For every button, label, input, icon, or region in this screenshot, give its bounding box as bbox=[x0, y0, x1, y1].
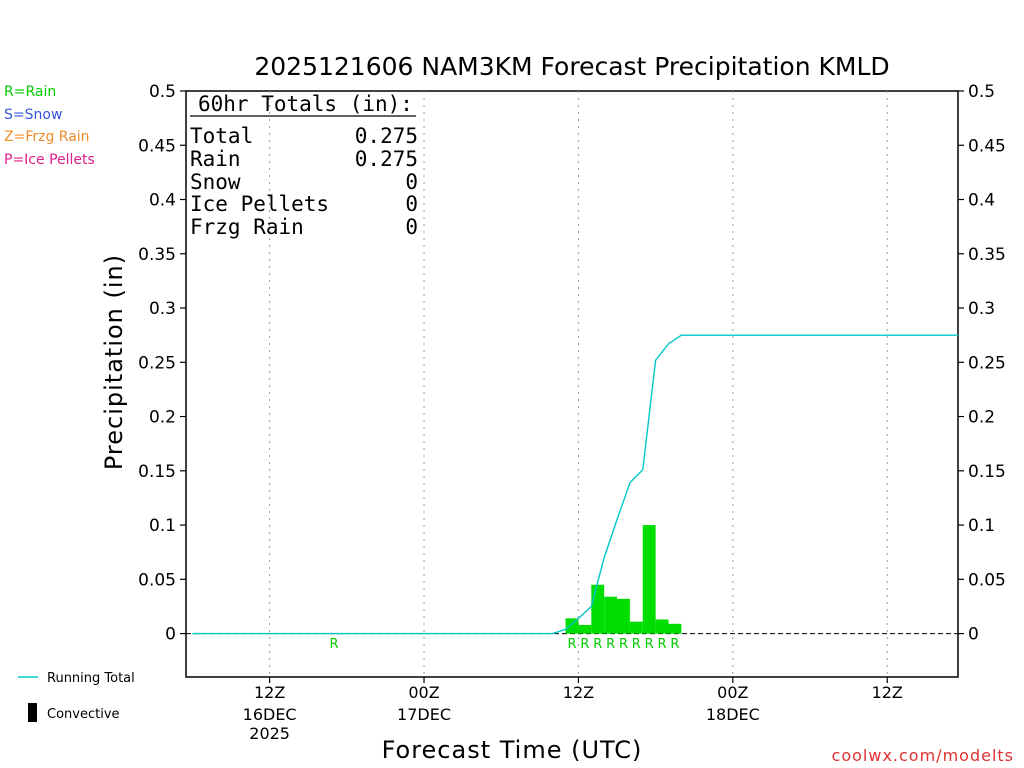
totals-rain-value: 0.275 bbox=[355, 147, 418, 171]
y-tick-label-right: 0.3 bbox=[968, 299, 995, 319]
legend-snow: S=Snow bbox=[4, 107, 62, 123]
running-total-series bbox=[192, 334, 958, 635]
convective-legend-label: Convective bbox=[47, 707, 120, 722]
convective-legend-swatch bbox=[28, 703, 37, 722]
y-tick-label-left: 0.1 bbox=[149, 516, 176, 536]
ptype-marker: R bbox=[670, 637, 679, 652]
y-tick-label-left: 0 bbox=[165, 625, 176, 645]
ptype-marker: R bbox=[658, 637, 667, 652]
legend-rain: R=Rain bbox=[4, 84, 56, 100]
legend-ice-pellets: P=Ice Pellets bbox=[4, 152, 95, 168]
y-tick-label-right: 0.2 bbox=[968, 408, 995, 428]
totals-frzgrain-value: 0 bbox=[405, 215, 418, 239]
totals-icepellets-label: Ice Pellets bbox=[190, 192, 329, 216]
y-tick-label-right: 0.45 bbox=[968, 136, 1006, 156]
totals-icepellets-value: 0 bbox=[405, 192, 418, 216]
x-tick-time-label: 00Z bbox=[408, 683, 439, 702]
totals-rain-label: Rain bbox=[190, 147, 241, 171]
y-tick-label-left: 0.25 bbox=[138, 353, 176, 373]
x-tick-date-label: 16DEC bbox=[243, 705, 297, 724]
x-tick-year-label: 2025 bbox=[249, 724, 290, 743]
y-tick-label-left: 0.4 bbox=[149, 191, 176, 211]
chart-title: 2025121606 NAM3KM Forecast Precipitation… bbox=[254, 52, 889, 81]
precip-bar bbox=[604, 596, 618, 634]
plot-frame bbox=[185, 90, 959, 678]
x-tick-time-label: 12Z bbox=[254, 683, 285, 702]
y-tick-label-left: 0.15 bbox=[138, 462, 176, 482]
y-ticks: 0 00.05 0.050.1 0.10.15 0.150.2 0.20.25 0.250.… bbox=[138, 82, 1006, 645]
precip-bar bbox=[617, 598, 630, 634]
ptype-marker: R bbox=[329, 637, 338, 652]
precip-bars bbox=[565, 525, 682, 634]
precip-bar bbox=[591, 584, 605, 634]
running-total-legend-label: Running Total bbox=[47, 671, 135, 686]
ptype-marker: R bbox=[593, 637, 602, 652]
legend-frzg-rain: Z=Frzg Rain bbox=[4, 129, 90, 145]
ptype-marker: R bbox=[580, 637, 589, 652]
ptype-marker: R bbox=[619, 637, 628, 652]
x-tick-time-label: 12Z bbox=[872, 683, 903, 702]
y-tick-label-right: 0.4 bbox=[968, 191, 995, 211]
precip-bar bbox=[629, 621, 643, 634]
y-tick-label-left: 0.3 bbox=[149, 299, 176, 319]
x-tick-date-label: 18DEC bbox=[706, 705, 760, 724]
y-tick-label-left: 0.05 bbox=[138, 570, 176, 590]
y-tick-label-right: 0.35 bbox=[968, 245, 1006, 265]
precip-bar bbox=[655, 619, 669, 634]
totals-panel: 60hr Totals (in): Total 0.275 Rain 0.275… bbox=[190, 92, 418, 239]
ptype-marker: R bbox=[606, 637, 615, 652]
y-tick-label-right: 0.05 bbox=[968, 570, 1006, 590]
x-tick-time-label: 12Z bbox=[563, 683, 594, 702]
precip-bar bbox=[668, 623, 682, 634]
y-tick-label-right: 0.5 bbox=[968, 82, 995, 102]
y-tick-label-left: 0.45 bbox=[138, 136, 176, 156]
ptype-marker: R bbox=[632, 637, 641, 652]
totals-total-value: 0.275 bbox=[355, 124, 418, 148]
running-total-line bbox=[192, 334, 958, 635]
precip-bar bbox=[642, 525, 656, 634]
y-tick-label-right: 0.1 bbox=[968, 516, 995, 536]
ptype-marker: R bbox=[567, 637, 576, 652]
x-axis-label: Forecast Time (UTC) bbox=[382, 736, 643, 764]
y-tick-label-right: 0.25 bbox=[968, 353, 1006, 373]
precip-bar bbox=[578, 624, 592, 634]
y-tick-label-left: 0.35 bbox=[138, 245, 176, 265]
totals-header: 60hr Totals (in): bbox=[198, 92, 413, 116]
y-axis-label: Precipitation (in) bbox=[100, 254, 128, 470]
totals-total-label: Total bbox=[190, 124, 253, 148]
y-tick-label-right: 0 bbox=[968, 625, 979, 645]
y-tick-label-left: 0.2 bbox=[149, 408, 176, 428]
totals-snow-label: Snow bbox=[190, 170, 241, 194]
totals-frzgrain-label: Frzg Rain bbox=[190, 215, 304, 239]
totals-snow-value: 0 bbox=[405, 170, 418, 194]
brand-watermark: coolwx.com/modelts bbox=[832, 746, 1014, 765]
precip-bar bbox=[565, 618, 579, 634]
ptype-marker: R bbox=[645, 637, 654, 652]
grid-lines bbox=[186, 91, 958, 677]
y-tick-label-right: 0.15 bbox=[968, 462, 1006, 482]
y-tick-label-left: 0.5 bbox=[149, 82, 176, 102]
x-tick-time-label: 00Z bbox=[717, 683, 748, 702]
x-tick-date-label: 17DEC bbox=[397, 705, 451, 724]
